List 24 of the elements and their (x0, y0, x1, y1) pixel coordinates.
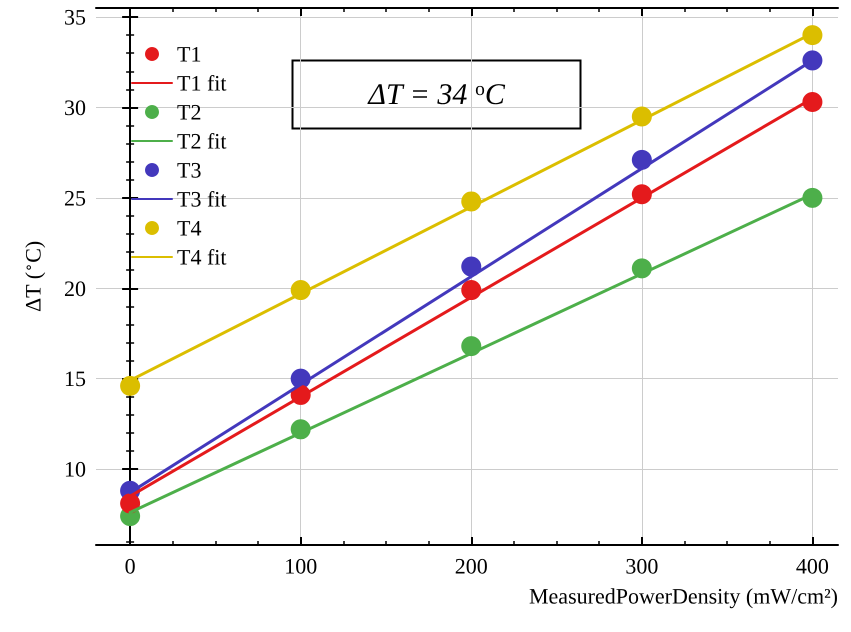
legend-label: T3 (177, 158, 202, 182)
y-axis-title: ΔT (∘C) (20, 240, 46, 312)
point (802, 50, 822, 70)
x-tick-label: 100 (284, 554, 318, 578)
x-tick-label: 0 (124, 554, 136, 578)
y-tick-label: 35 (64, 4, 86, 30)
y-tick-label: 10 (64, 456, 86, 482)
y-tick-label: 15 (64, 366, 86, 392)
point (120, 376, 140, 396)
x-tick-label: 400 (796, 554, 829, 578)
legend-label: T2 fit (177, 128, 226, 154)
legend-label: T1 (177, 42, 202, 66)
x-tick-label: 300 (625, 554, 658, 578)
y-tick-label: 20 (64, 276, 86, 301)
x-axis-title: MeasuredPowerDensity (mW/cm²) (528, 584, 838, 608)
point (461, 256, 482, 277)
legend-label: T1 fit (177, 70, 226, 96)
legend-label: T4 fit (177, 244, 226, 270)
y-tick-label: 30 (64, 94, 86, 120)
y-tick-label: 25 (64, 185, 86, 210)
legend-label: T3 fit (177, 186, 226, 212)
x-tick-label: 200 (454, 554, 488, 578)
legend-label: T4 (177, 216, 202, 240)
legend-label: T2 (177, 100, 202, 124)
